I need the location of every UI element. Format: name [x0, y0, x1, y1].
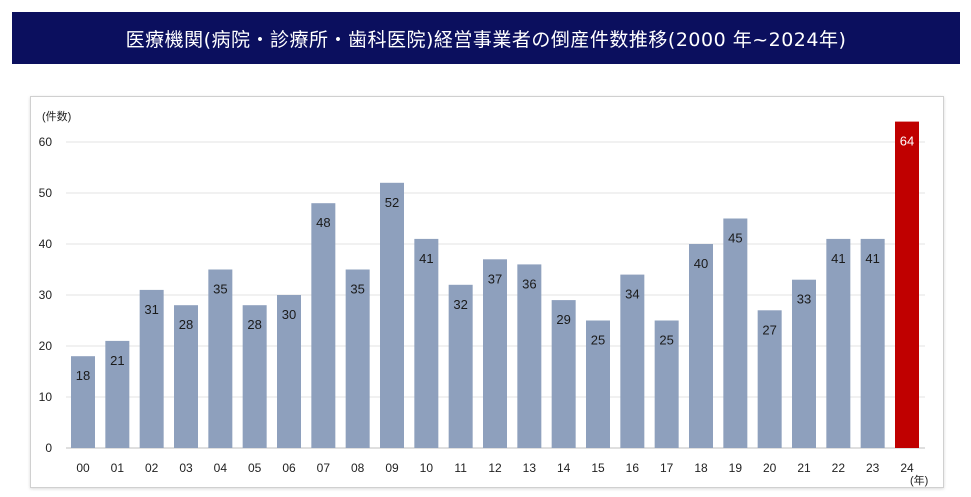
data-label: 25	[591, 333, 605, 348]
data-label: 40	[694, 256, 708, 271]
bar	[551, 300, 576, 448]
x-tick-label: 10	[420, 461, 434, 475]
bar	[277, 295, 301, 448]
data-label: 30	[282, 307, 296, 322]
x-tick-label: 07	[317, 461, 331, 475]
x-tick-label: 04	[214, 461, 228, 475]
bar	[620, 274, 645, 448]
bar	[586, 320, 610, 448]
data-label: 25	[659, 333, 673, 348]
bar	[448, 284, 473, 448]
data-label: 18	[76, 368, 90, 383]
data-label: 33	[797, 292, 811, 307]
data-label: 35	[350, 282, 364, 297]
y-tick-label: 30	[39, 288, 53, 302]
y-tick-label: 20	[39, 339, 53, 353]
data-label: 52	[385, 195, 399, 210]
data-label: 48	[316, 215, 330, 230]
bar	[380, 182, 404, 449]
x-tick-label: 08	[351, 461, 365, 475]
bar	[105, 340, 130, 448]
x-tick-label: 17	[660, 461, 674, 475]
x-tick-label: 09	[385, 461, 399, 475]
bar	[174, 305, 198, 448]
bar	[139, 289, 164, 448]
x-tick-label: 01	[111, 461, 125, 475]
data-label: 45	[728, 231, 742, 246]
bar	[792, 279, 816, 448]
data-label: 64	[900, 134, 914, 149]
bar	[311, 203, 336, 448]
y-tick-label: 10	[39, 390, 53, 404]
bar	[414, 238, 439, 448]
x-tick-label: 23	[866, 461, 880, 475]
chart-title: 医療機関(病院・診療所・歯科医院)経営事業者の倒産件数推移(2000 年~202…	[12, 12, 960, 64]
x-tick-label: 13	[523, 461, 537, 475]
x-tick-label: 14	[557, 461, 571, 475]
bar	[723, 218, 748, 448]
x-tick-label: 21	[797, 461, 811, 475]
x-tick-label: 12	[488, 461, 502, 475]
x-tick-label: 19	[729, 461, 743, 475]
data-label: 27	[762, 322, 776, 337]
y-axis-label: (件数)	[42, 110, 71, 123]
data-label: 35	[213, 282, 227, 297]
data-label: 41	[831, 251, 845, 266]
bar	[483, 259, 507, 448]
y-tick-label: 50	[39, 186, 53, 200]
x-tick-label: 00	[76, 461, 90, 475]
data-label: 36	[522, 276, 536, 291]
data-label: 37	[488, 271, 502, 286]
x-tick-label: 03	[179, 461, 193, 475]
bar	[689, 244, 713, 448]
y-tick-label: 40	[39, 237, 53, 251]
x-tick-label: 15	[591, 461, 605, 475]
y-tick-label: 60	[39, 135, 53, 149]
bar	[895, 121, 919, 448]
x-axis-label: (年)	[910, 473, 928, 487]
data-label: 21	[110, 353, 124, 368]
bar	[517, 264, 542, 448]
bar	[860, 238, 885, 448]
x-tick-label: 20	[763, 461, 777, 475]
data-label: 28	[247, 317, 261, 332]
x-tick-label: 24	[900, 461, 914, 475]
data-label: 34	[625, 287, 639, 302]
x-tick-label: 22	[832, 461, 846, 475]
bar	[757, 310, 782, 448]
data-label: 31	[144, 302, 158, 317]
x-tick-label: 06	[282, 461, 296, 475]
x-tick-label: 02	[145, 461, 159, 475]
data-label: 41	[419, 251, 433, 266]
y-tick-label: 0	[45, 441, 52, 455]
x-tick-label: 16	[626, 461, 640, 475]
bar	[71, 356, 95, 448]
bar	[242, 305, 267, 448]
data-label: 28	[179, 317, 193, 332]
bar	[654, 320, 679, 448]
bar	[345, 269, 370, 448]
data-label: 32	[453, 297, 467, 312]
data-label: 29	[556, 312, 570, 327]
x-tick-label: 05	[248, 461, 262, 475]
bar	[826, 238, 851, 448]
bar	[208, 269, 233, 448]
x-tick-label: 11	[454, 461, 467, 475]
data-label: 41	[865, 251, 879, 266]
x-tick-label: 18	[694, 461, 708, 475]
